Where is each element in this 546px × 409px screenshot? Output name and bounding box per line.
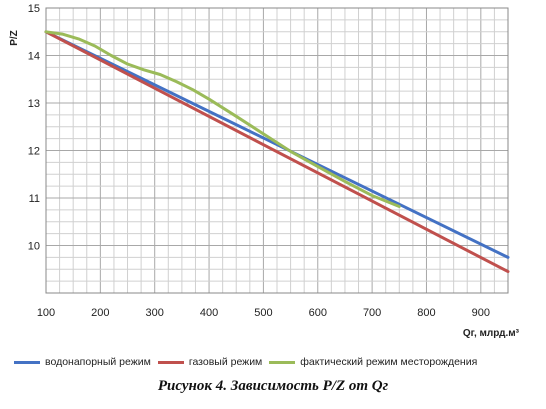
x-tick-label: 700 [363,307,381,319]
legend-swatch-gas-drive [157,360,184,364]
x-tick-label: 400 [200,307,218,319]
series-lines [44,30,510,274]
y-tick-label: 13 [28,98,40,110]
x-tick-label: 300 [146,307,164,319]
x-tick-label: 200 [91,307,109,319]
legend-item-gas-drive: газовый режим [157,356,263,368]
figure-caption: Рисунок 4. Зависимость P/Z от Qг [157,378,389,394]
series-line-0 [44,30,510,259]
x-tick-label: 100 [37,307,55,319]
plot-area-border [45,7,509,294]
legend-item-water-drive: водонапорный режим [14,356,151,368]
y-tick-label: 10 [28,241,40,253]
x-tick-label: 800 [417,307,435,319]
series-line-1 [44,30,510,274]
grid [46,8,508,293]
legend-swatch-actual [269,360,296,364]
x-tick-label: 900 [472,307,490,319]
y-tick-label: 14 [28,51,40,63]
series-line-2 [44,30,401,208]
y-axis-title: P/Z [9,30,20,46]
x-tick-labels: 100 200 300 400 500 600 700 800 900 [37,307,490,319]
y-tick-label: 12 [28,146,40,158]
legend-label-gas-drive: газовый режим [188,356,263,368]
x-tick-label: 500 [254,307,272,319]
legend-label-water-drive: водонапорный режим [45,356,151,368]
legend-label-actual: фактический режим месторождения [300,356,478,368]
y-tick-labels: 10 11 12 13 14 15 [28,3,40,253]
legend: водонапорный режим газовый режим фактиче… [14,356,484,368]
legend-swatch-water-drive [14,360,40,364]
x-tick-label: 600 [309,307,327,319]
y-tick-label: 15 [28,3,40,15]
legend-item-actual: фактический режим месторождения [269,356,477,368]
y-tick-label: 11 [29,193,40,205]
x-axis-title: Qг, млрд.м³ [463,328,520,339]
